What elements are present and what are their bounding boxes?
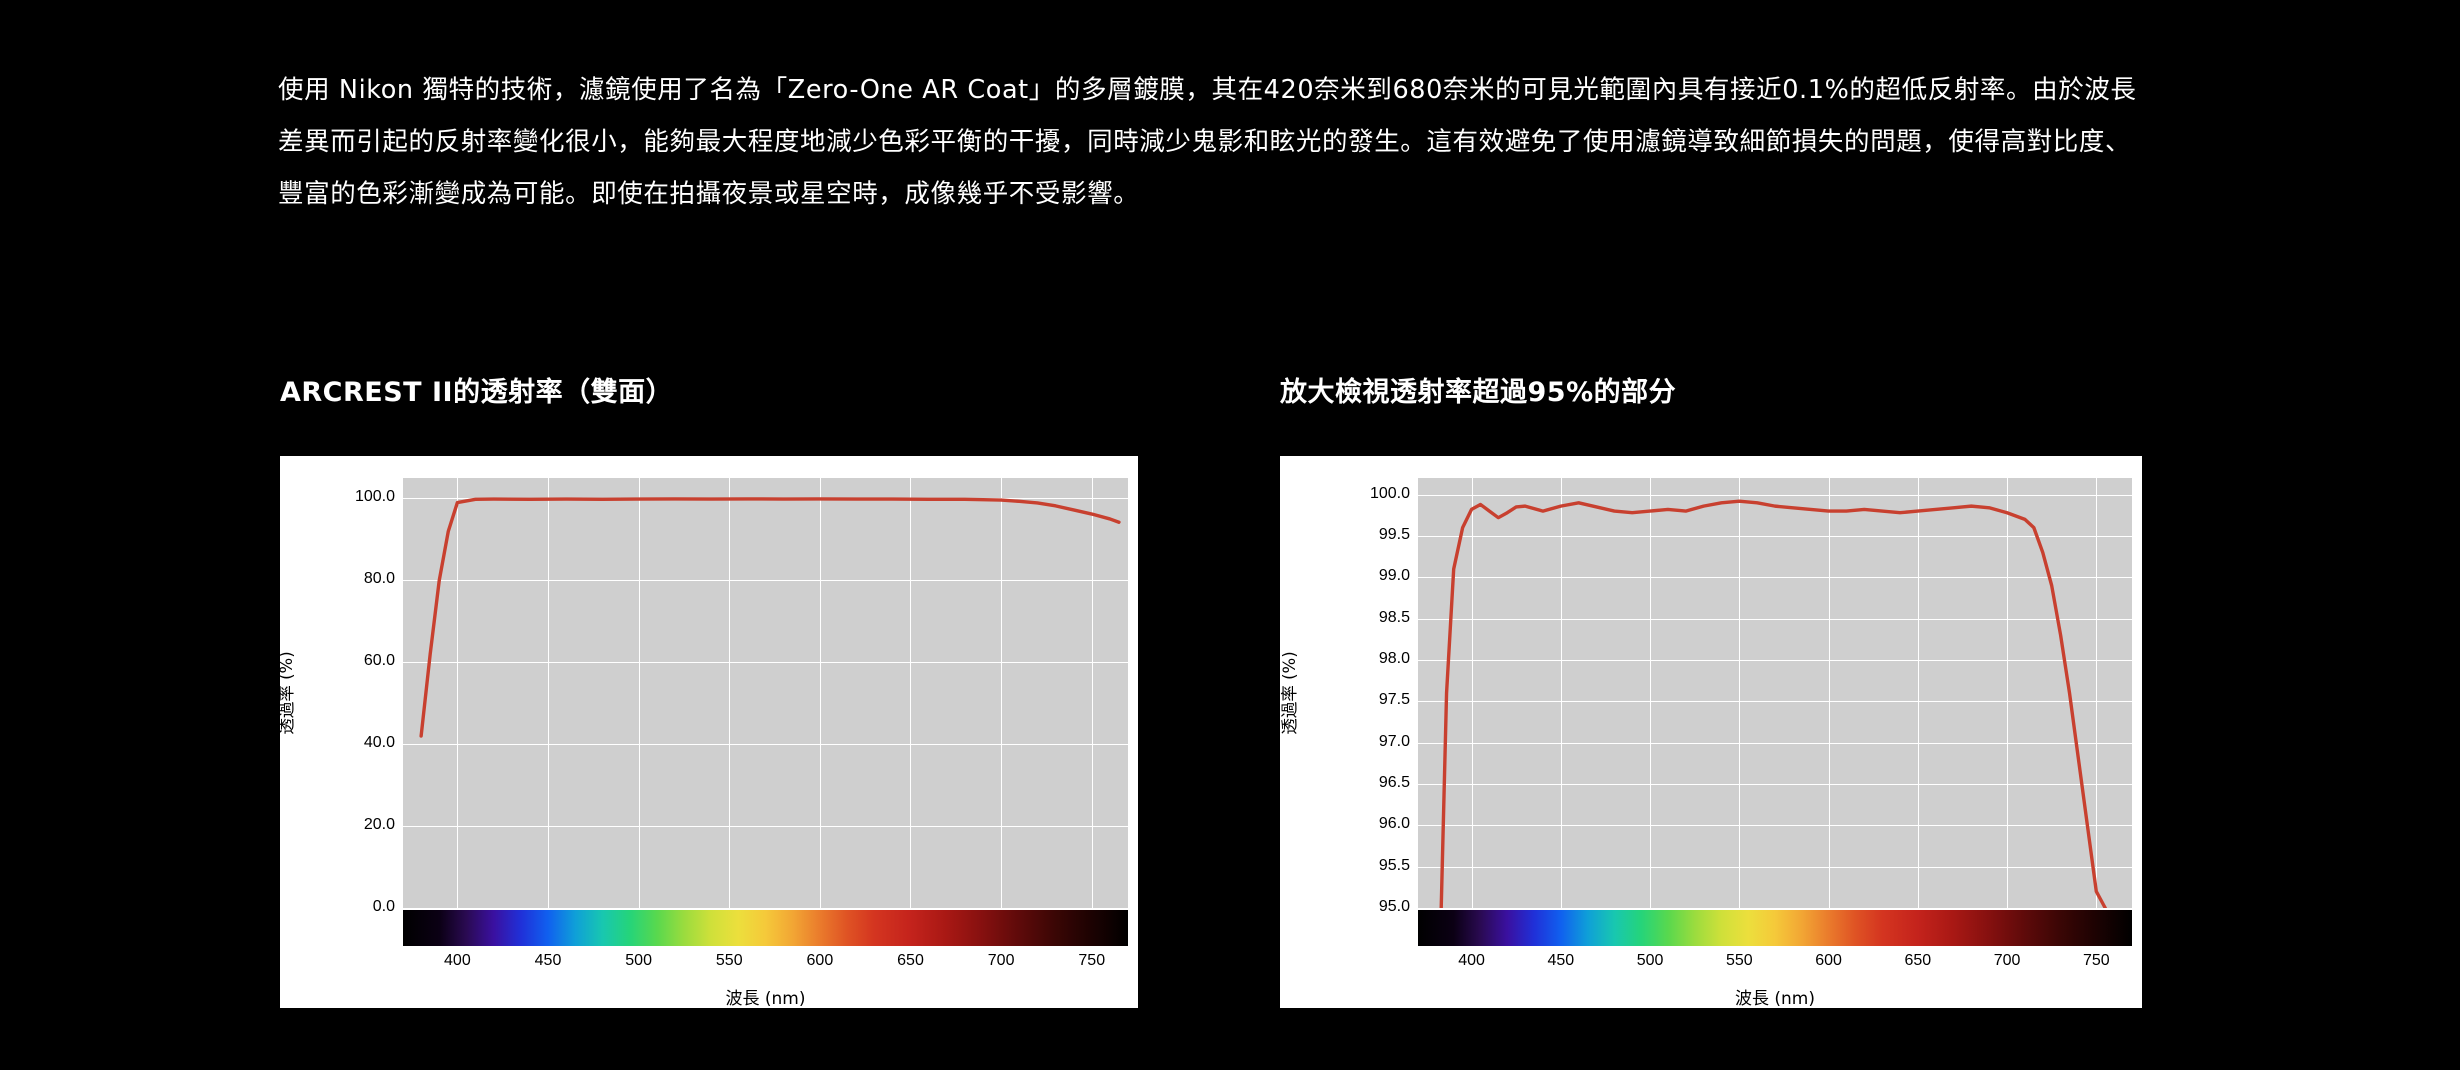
x-tick-label: 750 (1078, 952, 1106, 969)
gridline-horizontal (403, 744, 1128, 745)
y-tick-label: 0.0 (372, 898, 395, 915)
gridline-vertical (1092, 478, 1093, 908)
x-tick-label: 550 (1725, 952, 1753, 969)
x-tick-label: 500 (1636, 952, 1664, 969)
y-tick-label: 96.0 (1378, 815, 1410, 833)
transmittance-curve (419, 497, 1121, 738)
x-tick-label: 400 (1458, 952, 1485, 969)
x-tick-label: 650 (897, 952, 924, 969)
gridline-horizontal (1418, 577, 2132, 578)
x-axis-label: 波長 (nm) (725, 989, 806, 1009)
y-tick-label: 95.5 (1378, 856, 1410, 874)
chart-title-right: 放大檢視透射率超過95%的部分 (1280, 377, 1677, 408)
y-tick-label: 96.5 (1378, 773, 1410, 791)
y-tick-label: 20.0 (363, 816, 395, 834)
gridline-vertical (1001, 478, 1002, 908)
gridline-vertical (639, 478, 640, 908)
x-tick-label: 450 (534, 952, 562, 969)
y-tick-label: 97.0 (1378, 732, 1410, 750)
chart-card-left: 透過率 (%) 0.0 20.0 40.0 60.0 80.0 100.0 400 450 500… (277, 456, 1138, 1009)
y-tick-label: 97.5 (1378, 691, 1410, 709)
y-tick-label: 80.0 (363, 570, 395, 588)
gridline-vertical (1739, 478, 1740, 908)
gridline-vertical (1829, 478, 1830, 908)
gridline-horizontal (1418, 701, 2132, 702)
gridline-horizontal (1418, 536, 2132, 537)
gridline-vertical (1561, 478, 1562, 908)
y-tick-label: 100.0 (354, 488, 395, 506)
y-tick-label: 40.0 (363, 734, 395, 752)
y-axis-label: 透過率 (%) (1280, 651, 1299, 735)
x-tick-label: 550 (715, 952, 743, 969)
gridline-vertical (910, 478, 911, 908)
gridline-horizontal (1418, 619, 2132, 620)
transmittance-chart-full-range: 透過率 (%) 0.0 20.0 40.0 60.0 80.0 100.0 400 450 500… (277, 456, 1138, 1009)
gridline-horizontal (1418, 784, 2132, 785)
y-axis-label: 透過率 (%) (277, 651, 296, 735)
gridline-vertical (1650, 478, 1651, 908)
gridline-horizontal (1418, 495, 2132, 496)
gridline-vertical (1918, 478, 1919, 908)
x-tick-label: 450 (1547, 952, 1575, 969)
x-tick-label: 500 (625, 952, 652, 969)
y-tick-label: 98.0 (1378, 649, 1410, 667)
transmittance-curve (1439, 499, 2107, 908)
gridline-horizontal (1418, 825, 2132, 826)
gridline-vertical (548, 478, 549, 908)
gridline-horizontal (1418, 660, 2132, 661)
chart-title-left: ARCREST II的透射率（雙面） (280, 377, 674, 408)
gridline-horizontal (1418, 867, 2132, 868)
x-tick-label: 750 (2082, 952, 2110, 969)
plot-area (403, 478, 1128, 908)
x-tick-label: 700 (987, 952, 1015, 969)
intro-paragraph: 使用 Nikon 獨特的技術，濾鏡使用了名為「Zero-One AR Coat」… (278, 74, 2137, 210)
transmittance-chart-zoomed: 透過率 (%) 95.0 95.5 96.0 96.5 97.0 97.5 98.0 98.5 9… (1280, 456, 2142, 1009)
y-tick-label: 99.5 (1378, 525, 1410, 543)
plot-area (1418, 478, 2132, 908)
chart-card-right: 透過率 (%) 95.0 95.5 96.0 96.5 97.0 97.5 98.0 98.5 9… (1280, 456, 2142, 1009)
gridline-vertical (457, 478, 458, 908)
gridline-vertical (2007, 478, 2008, 908)
gridline-vertical (820, 478, 821, 908)
y-tick-label: 60.0 (363, 652, 395, 670)
x-tick-label: 650 (1904, 952, 1932, 969)
gridline-horizontal (403, 662, 1128, 663)
y-tick-label: 99.0 (1378, 567, 1410, 585)
x-tick-label: 400 (444, 952, 471, 969)
y-tick-label: 100.0 (1369, 484, 1410, 502)
gridline-vertical (1472, 478, 1473, 908)
gridline-horizontal (1418, 743, 2132, 744)
gridline-horizontal (403, 826, 1128, 827)
y-tick-label: 98.5 (1378, 608, 1410, 626)
gridline-vertical (2096, 478, 2097, 908)
spectrum-bar (403, 910, 1128, 946)
gridline-vertical (729, 478, 730, 908)
x-tick-label: 600 (1815, 952, 1842, 969)
spectrum-bar (1418, 910, 2132, 946)
gridline-horizontal (403, 580, 1128, 581)
x-tick-label: 700 (1993, 952, 2021, 969)
x-axis-label: 波長 (nm) (1734, 989, 1815, 1009)
x-tick-label: 600 (806, 952, 834, 969)
y-tick-label: 95.0 (1378, 898, 1410, 915)
